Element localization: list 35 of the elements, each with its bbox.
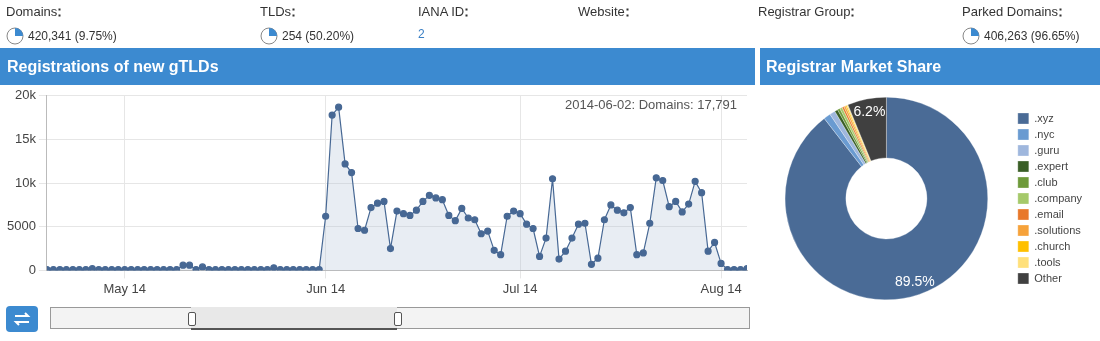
category-label: Website [578,4,625,19]
y-tick-label: 20k [14,87,37,103]
legend-label: .guru [1034,143,1060,156]
category-label: IANA ID [418,4,465,19]
annotation: 2014-06-02: Domains: 17,791 [564,96,737,112]
text: 254 (50.20%) [282,29,355,43]
data-label: 89.5% [895,272,935,289]
chart-title: Registrar Market Share [760,48,1100,85]
x-tick-label: May 14 [103,280,147,296]
category-label: Registrar Group [758,4,851,19]
category-label: TLDs [260,4,292,19]
legend-label: .expert [1034,159,1068,172]
data-label: 6.2% [853,103,886,120]
legend-label: .email [1034,207,1064,220]
legend-label: .tools [1034,255,1062,268]
category-label: Parked Domains [962,4,1059,19]
category-label: Domains [6,4,58,19]
x-tick-label: Jul 14 [502,280,538,296]
legend-label: .club [1034,175,1058,188]
y-tick-label: 0 [28,261,36,277]
legend-label: .xyz [1034,111,1054,124]
legend-label: .solutions [1034,223,1082,236]
legend-label: Other [1034,271,1063,284]
chart-title: Registrations of new gTLDs [0,48,755,85]
legend-label: .company [1034,191,1083,204]
x-tick-label: Aug 14 [700,280,742,296]
legend-label: .nyc [1034,127,1055,140]
text: 420,341 (9.75%) [28,29,117,43]
y-tick-label: 10k [14,174,37,190]
y-tick-label: 15k [14,131,37,147]
text: 406,263 (96.65%) [984,29,1080,43]
x-tick-label: Jun 14 [306,280,346,296]
text: 2 [418,27,425,41]
y-tick-label: 5000 [7,218,36,234]
legend-label: .church [1034,239,1071,252]
